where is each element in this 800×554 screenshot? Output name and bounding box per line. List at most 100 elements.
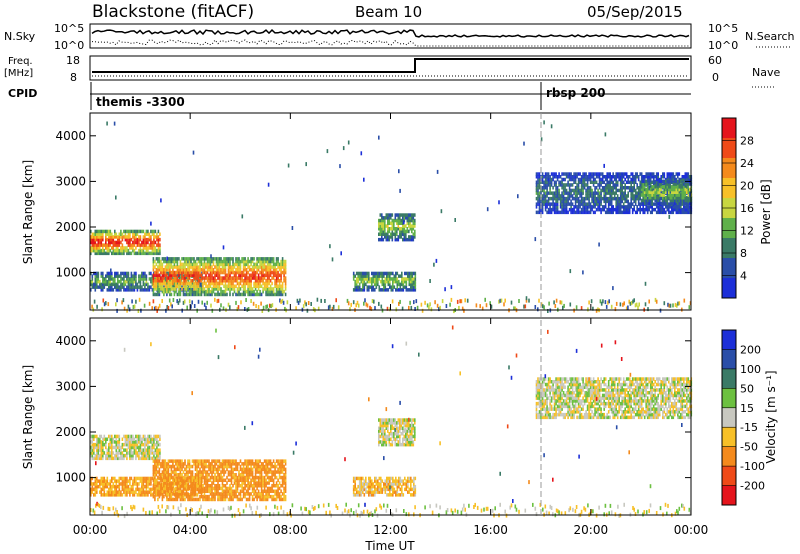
- data-cell: [262, 259, 264, 264]
- data-cell: [142, 484, 145, 489]
- data-cell: [181, 492, 183, 496]
- data-cell: [600, 207, 602, 212]
- data-cell: [94, 277, 97, 281]
- data-cell: [592, 175, 595, 179]
- data-cell: [547, 196, 550, 201]
- data-cell: [253, 276, 255, 280]
- nsky-bottom-tick: 10^0: [54, 39, 84, 52]
- data-cell: [589, 194, 592, 198]
- data-cell: [113, 121, 116, 126]
- data-cell: [678, 185, 681, 189]
- data-cell: [159, 232, 161, 236]
- data-cell: [182, 265, 185, 269]
- data-cell: [139, 479, 142, 483]
- data-cell: [168, 493, 170, 497]
- data-cell: [203, 257, 206, 261]
- data-cell: [96, 279, 98, 284]
- data-cell: [369, 305, 371, 310]
- data-cell: [105, 479, 107, 483]
- data-cell: [96, 285, 98, 289]
- data-cell: [157, 289, 159, 294]
- data-cell: [597, 199, 599, 204]
- data-cell: [188, 299, 191, 304]
- data-cell: [396, 221, 398, 225]
- data-cell: [93, 482, 95, 486]
- data-cell: [631, 188, 634, 193]
- data-cell: [655, 186, 658, 190]
- data-cell: [369, 277, 372, 281]
- data-cell: [129, 487, 131, 492]
- data-cell: [535, 172, 538, 176]
- data-cell: [114, 456, 116, 461]
- data-cell: [97, 479, 100, 483]
- data-cell: [126, 240, 128, 245]
- data-cell: [654, 196, 656, 200]
- data-cell: [158, 481, 161, 485]
- data-cell: [386, 277, 388, 281]
- data-cell: [187, 257, 189, 261]
- data-cell: [607, 188, 610, 193]
- data-cell: [553, 196, 556, 201]
- data-cell: [257, 259, 260, 264]
- data-cell: [280, 292, 282, 297]
- data-cell: [592, 199, 595, 204]
- data-cell: [543, 180, 545, 184]
- data-cell: [172, 265, 174, 269]
- data-cell: [223, 259, 225, 264]
- data-cell: [616, 196, 619, 201]
- data-cell: [657, 210, 659, 215]
- data-cell: [115, 248, 118, 253]
- data-cell: [223, 284, 225, 288]
- data-cell: [172, 462, 174, 466]
- data-cell: [374, 271, 376, 276]
- data-cell: [91, 482, 94, 486]
- data-cell: [169, 265, 171, 269]
- data-cell: [99, 282, 101, 287]
- data-cell: [90, 237, 92, 242]
- data-cell: [155, 292, 158, 297]
- data-cell: [227, 281, 230, 286]
- data-cell: [655, 187, 658, 192]
- data-cell: [266, 262, 269, 267]
- data-cell: [378, 232, 380, 236]
- data-cell: [677, 187, 679, 192]
- data-cell: [132, 445, 134, 450]
- data-cell: [562, 188, 565, 193]
- data-cell: [633, 183, 635, 187]
- data-cell: [201, 285, 203, 289]
- data-cell: [538, 196, 541, 201]
- data-cell: [156, 445, 158, 450]
- data-cell: [553, 300, 555, 305]
- data-cell: [166, 486, 168, 491]
- freq-bottom-tick: 8: [70, 71, 77, 84]
- data-cell: [598, 205, 601, 209]
- data-cell: [291, 226, 294, 230]
- data-cell: [247, 257, 249, 261]
- data-cell: [111, 453, 113, 458]
- data-cell: [147, 476, 149, 481]
- data-cell: [630, 205, 632, 209]
- data-cell: [142, 279, 145, 284]
- data-cell: [199, 487, 202, 492]
- data-cell: [381, 221, 383, 225]
- data-cell: [634, 191, 637, 195]
- data-cell: [610, 180, 613, 184]
- data-cell: [565, 188, 568, 193]
- data-cell: [94, 288, 97, 292]
- data-cell: [265, 292, 267, 297]
- data-cell: [272, 289, 275, 294]
- data-cell: [227, 257, 230, 261]
- data-cell: [408, 282, 411, 287]
- data-cell: [167, 473, 170, 477]
- data-cell: [166, 494, 168, 499]
- data-cell: [394, 235, 397, 239]
- data-cell: [662, 179, 664, 184]
- data-cell: [588, 188, 590, 193]
- data-cell: [221, 270, 224, 275]
- data-cell: [643, 179, 646, 184]
- data-cell: [133, 279, 136, 284]
- data-cell: [239, 281, 242, 286]
- data-cell: [275, 270, 278, 275]
- data-cell: [562, 186, 565, 190]
- data-cell: [267, 182, 270, 187]
